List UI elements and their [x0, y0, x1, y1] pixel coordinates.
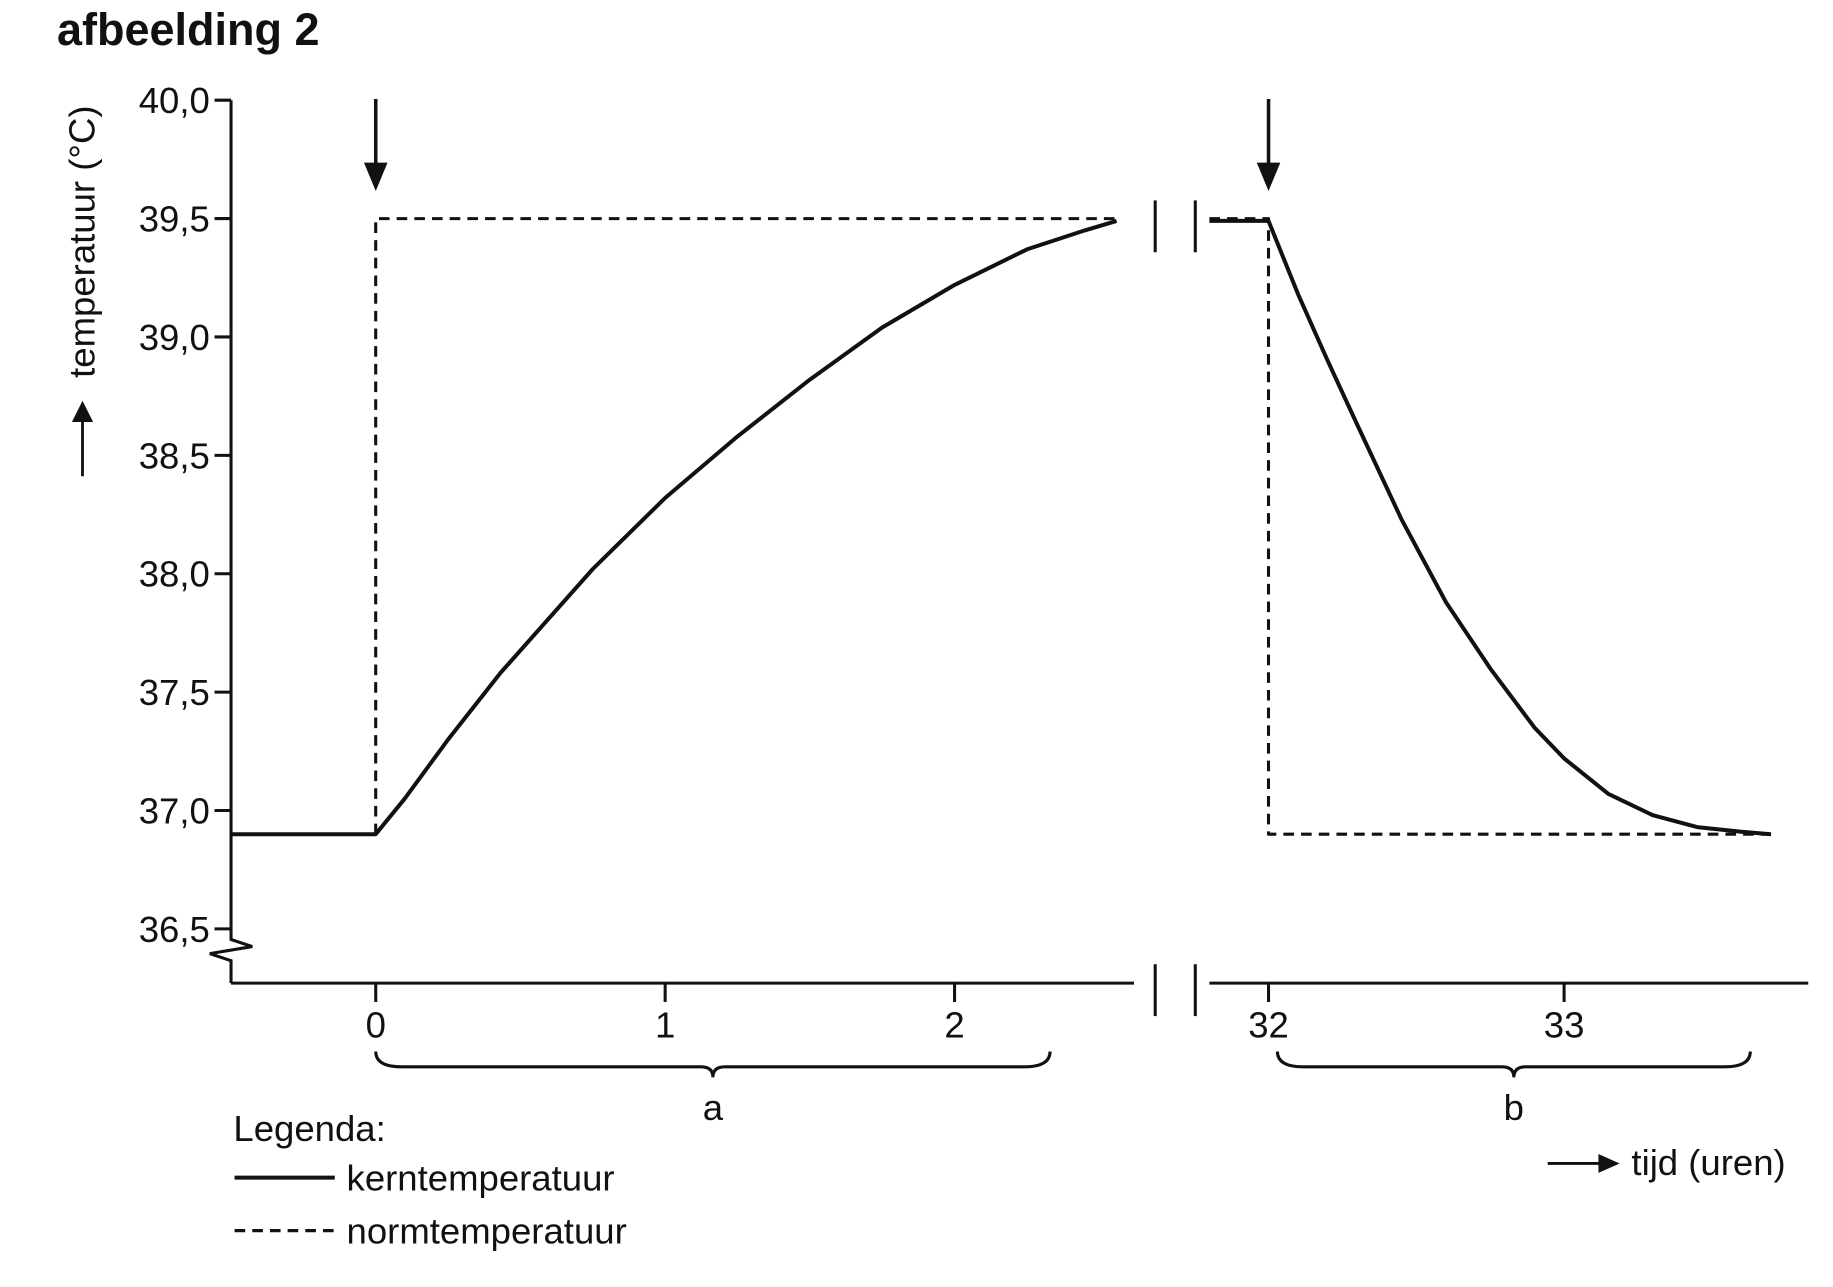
x-tick-label: 2 — [944, 1004, 964, 1045]
legend: Legenda: kerntemperatuur normtemperatuur — [233, 1108, 626, 1252]
x-tick-label: 33 — [1544, 1004, 1585, 1045]
x-tick-label: 1 — [655, 1004, 675, 1045]
bracket-a — [374, 1051, 1052, 1078]
normtemperatuur-line — [374, 217, 1117, 835]
down-arrow-head — [363, 162, 388, 191]
y-axis-label-arrowhead — [71, 400, 94, 423]
y-tick-label: 37,0 — [139, 790, 210, 831]
arrows — [363, 99, 1281, 191]
x-axis-label-arrowhead — [1598, 1154, 1620, 1173]
y-tick-label: 37,5 — [139, 672, 210, 713]
kerntemperatuur-line — [1209, 218, 1772, 837]
bracket-b — [1275, 1051, 1752, 1078]
y-tick-label: 38,0 — [139, 554, 210, 595]
legend-label-normtemperatuur: normtemperatuur — [347, 1211, 627, 1252]
normtemperatuur-line — [1209, 217, 1771, 836]
axes: 36,5 37,0 37,5 38,0 38,5 39,0 39,5 40,0 0 1 2 32 33 t… — [61, 80, 1809, 1183]
y-tick-label: 38,5 — [139, 435, 210, 476]
legend-label-kerntemperatuur: kerntemperatuur — [347, 1158, 615, 1199]
y-tick-label: 39,0 — [139, 317, 210, 358]
bracket-label-a: a — [703, 1087, 724, 1128]
series-lines — [231, 217, 1772, 837]
y-axis-line — [209, 100, 253, 984]
x-axis-label: tijd (uren) — [1631, 1142, 1785, 1183]
y-tick-label: 39,5 — [139, 199, 210, 240]
y-tick-label: 40,0 — [139, 80, 210, 121]
y-tick-label: 36,5 — [139, 909, 210, 950]
kerntemperatuur-line — [231, 218, 1118, 837]
legend-title: Legenda: — [233, 1108, 385, 1149]
y-axis-label: temperatuur (°C) — [61, 105, 102, 377]
figure-title: afbeelding 2 — [57, 4, 320, 55]
bracket-label-b: b — [1504, 1087, 1524, 1128]
down-arrow-head — [1256, 162, 1281, 191]
x-tick-label: 0 — [366, 1004, 386, 1045]
x-tick-label: 32 — [1248, 1004, 1289, 1045]
